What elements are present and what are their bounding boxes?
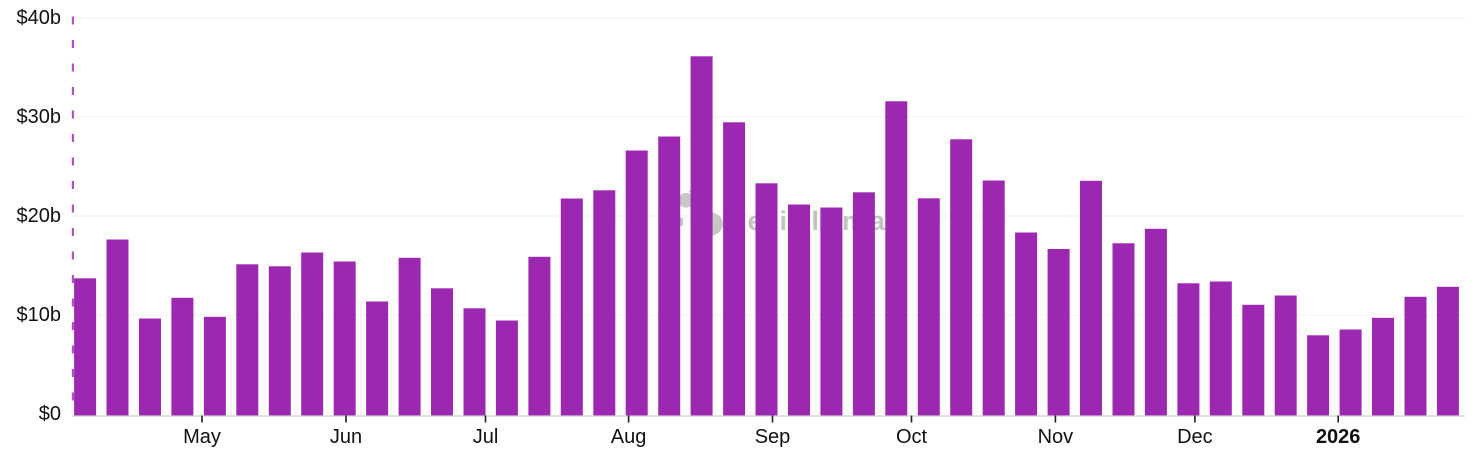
- svg-text:2026: 2026: [1316, 426, 1361, 448]
- svg-text:$20b: $20b: [17, 205, 62, 227]
- svg-text:$10b: $10b: [17, 304, 62, 326]
- svg-text:$0: $0: [39, 403, 61, 425]
- svg-text:$30b: $30b: [17, 106, 62, 128]
- svg-text:Jun: Jun: [330, 426, 362, 448]
- svg-text:Sep: Sep: [755, 426, 791, 448]
- svg-text:Oct: Oct: [896, 426, 928, 448]
- svg-text:$40b: $40b: [17, 7, 62, 29]
- svg-text:May: May: [183, 426, 221, 448]
- svg-text:Aug: Aug: [611, 426, 647, 448]
- svg-text:Dec: Dec: [1177, 426, 1213, 448]
- svg-text:Jul: Jul: [473, 426, 499, 448]
- svg-text:Nov: Nov: [1038, 426, 1074, 448]
